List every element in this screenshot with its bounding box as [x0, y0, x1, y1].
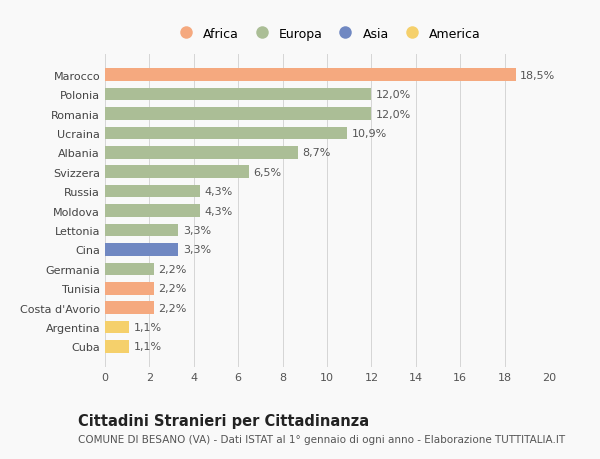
Text: 6,5%: 6,5%: [254, 168, 282, 177]
Bar: [105, 282, 154, 295]
Text: 2,2%: 2,2%: [158, 264, 187, 274]
Bar: [105, 321, 130, 334]
Text: 2,2%: 2,2%: [158, 303, 187, 313]
Text: 3,3%: 3,3%: [183, 225, 211, 235]
Text: 2,2%: 2,2%: [158, 284, 187, 294]
Bar: [105, 108, 371, 121]
Legend: Africa, Europa, Asia, America: Africa, Europa, Asia, America: [169, 24, 485, 45]
Bar: [105, 263, 154, 275]
Bar: [105, 224, 178, 237]
Text: 4,3%: 4,3%: [205, 187, 233, 197]
Bar: [105, 127, 347, 140]
Bar: [105, 341, 130, 353]
Text: Cittadini Stranieri per Cittadinanza: Cittadini Stranieri per Cittadinanza: [78, 413, 369, 428]
Bar: [105, 166, 250, 179]
Text: 8,7%: 8,7%: [302, 148, 331, 158]
Text: 18,5%: 18,5%: [520, 71, 556, 80]
Text: 4,3%: 4,3%: [205, 206, 233, 216]
Bar: [105, 147, 298, 159]
Text: 1,1%: 1,1%: [134, 322, 162, 332]
Bar: [105, 302, 154, 314]
Text: 10,9%: 10,9%: [352, 129, 386, 139]
Bar: [105, 205, 200, 218]
Bar: [105, 89, 371, 101]
Text: COMUNE DI BESANO (VA) - Dati ISTAT al 1° gennaio di ogni anno - Elaborazione TUT: COMUNE DI BESANO (VA) - Dati ISTAT al 1°…: [78, 434, 565, 444]
Text: 12,0%: 12,0%: [376, 90, 411, 100]
Bar: [105, 69, 516, 82]
Text: 12,0%: 12,0%: [376, 109, 411, 119]
Text: 1,1%: 1,1%: [134, 342, 162, 352]
Bar: [105, 185, 200, 198]
Bar: [105, 244, 178, 256]
Text: 3,3%: 3,3%: [183, 245, 211, 255]
